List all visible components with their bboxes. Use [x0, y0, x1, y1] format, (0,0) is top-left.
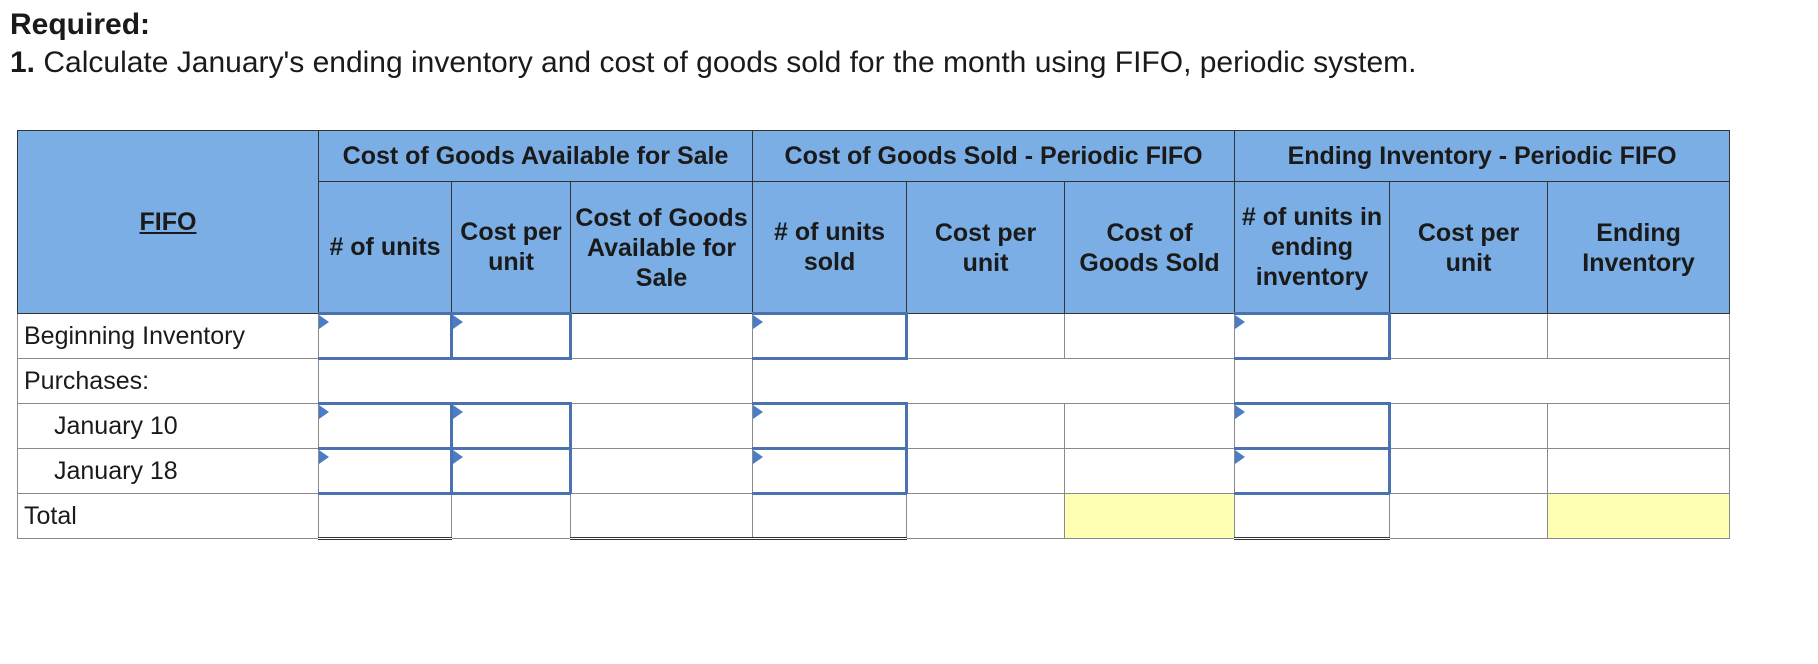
col-header-sold-units: # of units sold [752, 181, 908, 314]
row-label-total: Total [17, 493, 319, 539]
column-header-row: # of units Cost per unit Cost of Goods A… [18, 181, 1731, 314]
row-label-purchases: Purchases: [17, 358, 319, 404]
row-purchases: Purchases: [17, 358, 1731, 404]
total-avail-amount [569, 493, 754, 540]
jan18-end-cost [1389, 448, 1549, 494]
group-header-row: FIFO Cost of Goods Available for Sale Co… [17, 130, 1731, 314]
input-flag-icon [753, 450, 764, 464]
input-flag-icon [1235, 315, 1246, 329]
col-header-end-cost-per-unit: Cost per unit [1389, 181, 1549, 314]
input-flag-icon [1235, 450, 1246, 464]
fifo-corner-label: FIFO [17, 130, 319, 314]
row-january-10: January 10 [17, 402, 1731, 450]
jan18-sold-total [1064, 448, 1236, 494]
instructions: Required: 1. Calculate January's ending … [10, 6, 1790, 82]
col-header-sold-cost-per-unit: Cost per unit [906, 181, 1066, 314]
jan18-sold-cost [906, 448, 1066, 494]
total-cost-of-goods-sold [1064, 493, 1236, 539]
col-header-avail-total: Cost of Goods Available for Sale [569, 181, 754, 314]
purchases-end-span [1234, 358, 1731, 404]
total-sold-cost-empty [906, 493, 1066, 539]
jan10-sold-cost [906, 403, 1066, 449]
purchases-sold-span [752, 358, 1236, 404]
beginning-sold-units-input[interactable] [752, 312, 909, 360]
row-label-beginning: Beginning Inventory [17, 313, 319, 359]
col-header-avail-cost-per-unit: Cost per unit [451, 181, 571, 314]
row-label-jan10: January 10 [17, 403, 319, 449]
jan10-avail-total [569, 403, 754, 449]
input-flag-icon [453, 450, 463, 464]
jan10-avail-units-input[interactable] [318, 402, 453, 450]
jan10-end-units-input[interactable] [1234, 402, 1392, 450]
jan18-avail-total [569, 448, 754, 494]
beginning-sold-total [1064, 313, 1236, 359]
requirement-number: 1. [10, 46, 36, 79]
requirement-1: 1. Calculate January's ending inventory … [10, 44, 1790, 82]
fifo-table: FIFO Cost of Goods Available for Sale Co… [17, 130, 1731, 540]
requirement-text: Calculate January's ending inventory and… [43, 46, 1417, 79]
input-flag-icon [1235, 405, 1246, 419]
beginning-end-cost [1389, 313, 1549, 359]
col-header-end-units: # of units in ending inventory [1234, 181, 1391, 314]
row-label-jan18: January 18 [17, 448, 319, 494]
input-flag-icon [753, 315, 764, 329]
jan18-end-total [1547, 448, 1731, 494]
jan10-sold-units-input[interactable] [752, 402, 909, 450]
total-end-units [1234, 493, 1391, 540]
jan10-end-cost [1389, 403, 1549, 449]
col-header-end-total: Ending Inventory [1547, 181, 1731, 314]
col-header-sold-total: Cost of Goods Sold [1064, 181, 1236, 314]
jan18-sold-units-input[interactable] [752, 447, 909, 495]
total-sold-units [752, 493, 908, 540]
required-heading: Required: [10, 8, 151, 41]
col-header-avail-units: # of units [318, 181, 452, 314]
group-header-ending: Ending Inventory - Periodic FIFO [1234, 130, 1731, 182]
total-avail-cost-empty [451, 493, 571, 539]
input-flag-icon [319, 405, 329, 419]
row-total: Total [17, 493, 1731, 540]
group-header-cogs: Cost of Goods Sold - Periodic FIFO [752, 130, 1236, 182]
input-flag-icon [453, 315, 463, 329]
group-header-available: Cost of Goods Available for Sale [317, 130, 754, 182]
beginning-avail-total [569, 313, 754, 359]
total-ending-inventory [1547, 493, 1731, 539]
input-flag-icon [453, 405, 463, 419]
total-end-cost-empty [1389, 493, 1549, 539]
beginning-avail-cost-input[interactable] [450, 312, 572, 360]
row-january-18: January 18 [17, 447, 1731, 495]
input-flag-icon [753, 405, 764, 419]
beginning-sold-cost [906, 313, 1066, 359]
jan10-end-total [1547, 403, 1731, 449]
jan10-avail-cost-input[interactable] [450, 402, 572, 450]
beginning-avail-units-input[interactable] [318, 312, 453, 360]
total-avail-units [318, 493, 452, 540]
row-beginning-inventory: Beginning Inventory [17, 312, 1731, 360]
input-flag-icon [319, 315, 329, 329]
input-flag-icon [319, 450, 329, 464]
jan10-sold-total [1064, 403, 1236, 449]
beginning-end-total [1547, 313, 1731, 359]
jan18-avail-cost-input[interactable] [450, 447, 572, 495]
beginning-end-units-input[interactable] [1234, 312, 1392, 360]
jan18-end-units-input[interactable] [1234, 447, 1392, 495]
purchases-avail-span [317, 358, 754, 404]
jan18-avail-units-input[interactable] [318, 447, 453, 495]
